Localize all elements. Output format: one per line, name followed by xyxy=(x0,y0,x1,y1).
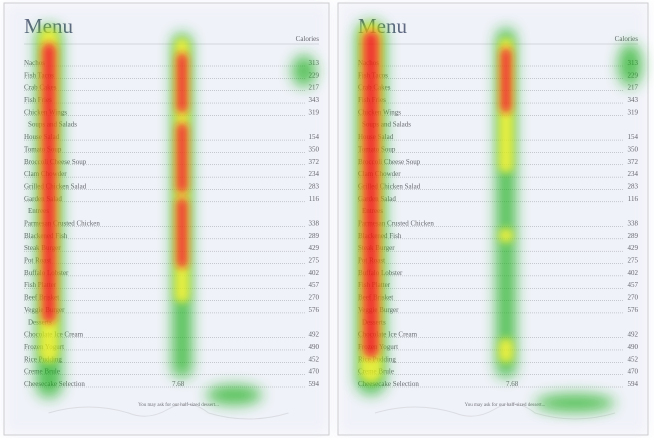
menu-panel: MenuCaloriesNachos313Fish Tacos229Crab C… xyxy=(338,3,648,435)
heat-red xyxy=(501,48,512,113)
heat-red xyxy=(177,198,188,268)
heat-yellow xyxy=(498,338,513,363)
heat-red xyxy=(177,53,188,113)
heat-green xyxy=(206,385,262,405)
heat-red xyxy=(42,43,56,323)
heatmap-comparison: MenuCaloriesNachos313Fish Tacos229Crab C… xyxy=(0,0,654,438)
gaze-heatmap xyxy=(338,3,648,435)
gaze-heatmap xyxy=(4,3,329,435)
heat-green xyxy=(618,43,642,87)
page: MenuCaloriesNachos313Fish Tacos229Crab C… xyxy=(0,0,654,438)
heat-green xyxy=(535,394,615,412)
menu-panel: MenuCaloriesNachos313Fish Tacos229Crab C… xyxy=(4,3,329,435)
heat-red xyxy=(177,123,188,193)
heat-green xyxy=(292,55,316,87)
heat-red xyxy=(363,31,379,358)
heat-yellow xyxy=(498,228,513,243)
